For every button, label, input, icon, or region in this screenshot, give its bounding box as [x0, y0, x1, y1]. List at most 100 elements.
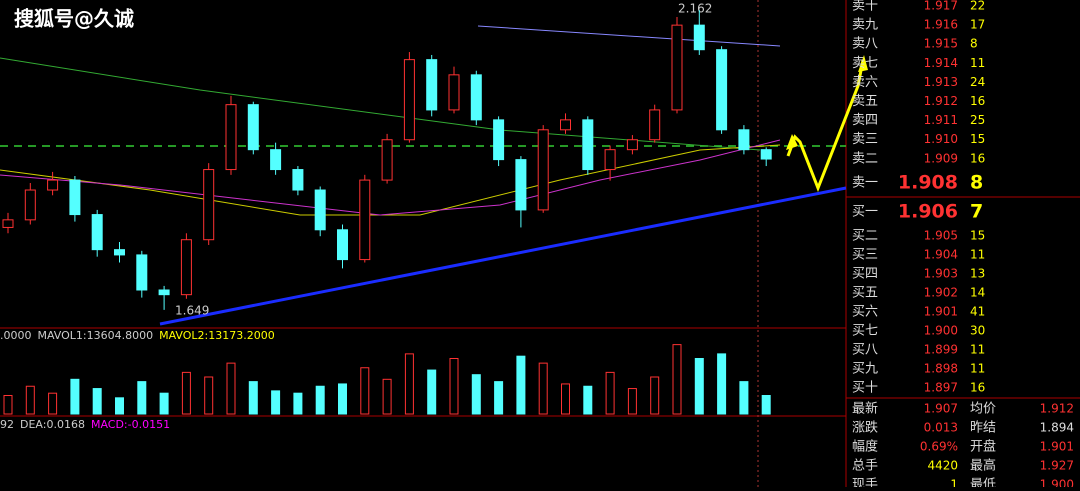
order-volume: 17 — [970, 18, 985, 32]
order-price: 1.917 — [924, 0, 958, 13]
order-label: 卖八 — [852, 37, 878, 52]
volume-bar — [360, 367, 370, 415]
watermark: 搜狐号@久诚 — [14, 7, 134, 31]
order-volume: 11 — [970, 248, 985, 262]
volume-bar — [315, 385, 325, 415]
stat-value: 1.912 — [1040, 402, 1074, 416]
order-price: 1.908 — [898, 172, 958, 194]
stat-label: 最新 — [852, 401, 878, 417]
trend-line — [159, 186, 847, 326]
order-price: 1.903 — [924, 267, 958, 281]
volume-bar — [271, 390, 281, 415]
order-label: 卖九 — [852, 18, 878, 33]
macd-header: MACD:-0.0151 — [91, 418, 170, 431]
volume-bar — [338, 383, 347, 415]
order-price: 1.909 — [924, 151, 958, 165]
arrowhead — [786, 55, 868, 150]
order-volume: 16 — [970, 151, 985, 165]
volume-bar — [159, 392, 169, 415]
volume-bar — [717, 353, 727, 415]
order-volume: 15 — [970, 229, 985, 243]
order-price: 1.916 — [924, 18, 958, 32]
volume-bar — [427, 369, 437, 415]
candle-body — [2, 219, 14, 228]
volume-bar — [115, 397, 124, 415]
candle-body — [180, 239, 192, 296]
candle-body — [493, 119, 505, 161]
stat-value: 0.69% — [920, 440, 958, 454]
candle-body — [314, 189, 326, 231]
volume-header: MAVOL2:13173.2000 — [159, 329, 275, 342]
candle-body — [403, 59, 415, 141]
volume-bar — [293, 392, 303, 415]
volume-bar — [761, 395, 771, 415]
volume-header: .0000 — [0, 329, 32, 342]
volume-bar — [627, 388, 637, 415]
order-volume: 41 — [970, 305, 985, 319]
candle-body — [738, 129, 750, 151]
candle-body — [136, 254, 148, 291]
stat-value: 1.927 — [1040, 459, 1074, 473]
candle-body — [470, 74, 482, 121]
stat-value: 4420 — [927, 459, 958, 473]
order-price: 1.913 — [924, 75, 958, 89]
order-price: 1.900 — [924, 324, 958, 338]
order-label: 买三 — [852, 248, 878, 263]
stat-value: 1.900 — [1040, 478, 1074, 488]
order-volume: 11 — [970, 343, 985, 357]
candle-body — [24, 189, 36, 221]
annotation: 1.649 — [175, 304, 209, 318]
order-volume: 30 — [970, 324, 985, 338]
candle-body — [359, 179, 371, 261]
volume-bar — [226, 362, 236, 415]
stat-label: 涨跌 — [852, 420, 878, 436]
volume-bar — [382, 378, 392, 415]
order-price: 1.905 — [924, 229, 958, 243]
volume-bar — [694, 358, 704, 415]
order-label: 卖七 — [852, 56, 878, 71]
volume-bar — [494, 381, 504, 415]
order-volume: 15 — [970, 132, 985, 146]
candle-body — [381, 139, 393, 181]
order-label: 买二 — [852, 229, 878, 244]
stat-value: 1.894 — [1040, 421, 1074, 435]
candle-body — [158, 289, 170, 296]
order-volume: 25 — [970, 113, 985, 127]
candle-body — [716, 49, 728, 131]
order-label: 买七 — [852, 324, 878, 339]
order-volume: 7 — [970, 201, 983, 223]
candle-body — [560, 119, 571, 131]
order-price: 1.910 — [924, 132, 958, 146]
stat-value: 0.013 — [924, 421, 958, 435]
order-volume: 24 — [970, 75, 985, 89]
stat-label: 最低 — [970, 478, 996, 488]
order-price: 1.915 — [924, 37, 958, 51]
candle-body — [270, 149, 282, 171]
candle-body — [448, 74, 460, 111]
order-label: 买五 — [852, 286, 878, 301]
order-price: 1.914 — [924, 56, 958, 70]
volume-bar — [650, 376, 660, 415]
candle-body — [671, 24, 683, 111]
volume-bar — [137, 381, 147, 415]
ma-line — [0, 139, 781, 216]
candle-body — [203, 169, 215, 241]
order-label: 卖二 — [852, 151, 878, 166]
stat-value: 1 — [950, 478, 958, 488]
trend-line — [477, 25, 781, 47]
candle-body — [47, 179, 59, 191]
stat-label: 均价 — [970, 402, 996, 417]
order-price: 1.906 — [898, 201, 958, 223]
volume-bar — [204, 376, 214, 415]
stat-label: 最高 — [970, 458, 996, 474]
annotation: 2.162 — [678, 2, 712, 16]
order-label: 买十 — [852, 381, 878, 396]
volume-bar — [583, 385, 593, 415]
candle-body — [515, 159, 527, 211]
candle-body — [604, 149, 616, 171]
volume-bar — [672, 344, 682, 415]
order-volume: 13 — [970, 267, 985, 281]
volume-bar — [538, 362, 548, 415]
volume-bar — [181, 371, 191, 415]
